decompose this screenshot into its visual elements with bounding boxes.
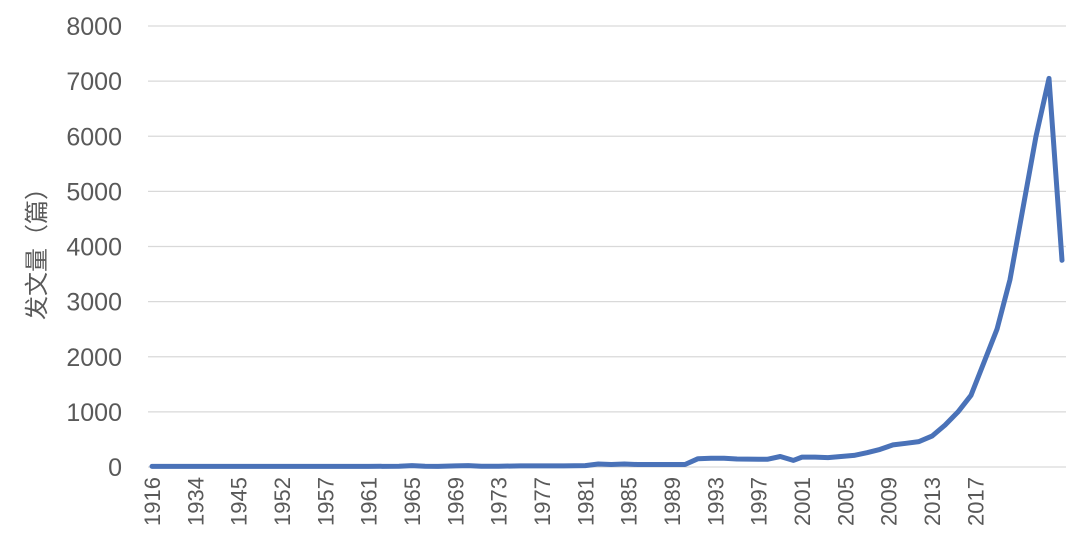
y-tick-label: 5000 [66, 178, 122, 206]
x-tick-label: 1985 [617, 477, 642, 526]
y-tick-label: 4000 [66, 234, 122, 262]
x-axis-ticks: 1916 1934 1945 1952 1957 1961 1965 1969 1973 1977… [140, 477, 988, 526]
x-tick-label: 1989 [660, 477, 685, 526]
x-tick-label: 2013 [920, 477, 945, 526]
x-tick-label: 2017 [963, 477, 988, 526]
x-tick-label: 2001 [790, 477, 815, 526]
y-tick-label: 8000 [66, 13, 122, 41]
x-tick-label: 1945 [227, 477, 252, 526]
x-tick-label: 1965 [400, 477, 425, 526]
x-tick-label: 1993 [703, 477, 728, 526]
y-tick-label: 7000 [66, 68, 122, 96]
x-tick-label: 1961 [357, 477, 382, 526]
x-tick-label: 1997 [747, 477, 772, 526]
y-tick-label: 6000 [66, 123, 122, 151]
y-tick-label: 0 [108, 454, 122, 482]
y-axis-ticks: 0 1000 2000 3000 4000 5000 6000 7000 8000 [66, 13, 122, 482]
gridlines [148, 25, 1066, 468]
x-tick-label: 1934 [183, 477, 208, 526]
x-tick-label: 1952 [270, 477, 295, 526]
x-tick-label: 1916 [140, 477, 165, 526]
x-tick-label: 1957 [313, 477, 338, 526]
series-layer [149, 75, 1065, 469]
y-axis-label: 发文量（篇） [23, 176, 51, 320]
y-tick-label: 3000 [66, 289, 122, 317]
y-tick-label: 2000 [66, 344, 122, 372]
y-tick-label: 1000 [66, 399, 122, 427]
x-tick-label: 1977 [530, 477, 555, 526]
x-tick-label: 2009 [877, 477, 902, 526]
x-tick-label: 2005 [833, 477, 858, 526]
x-tick-label: 1981 [573, 477, 598, 526]
x-tick-label: 1969 [443, 477, 468, 526]
x-tick-label: 1973 [487, 477, 512, 526]
